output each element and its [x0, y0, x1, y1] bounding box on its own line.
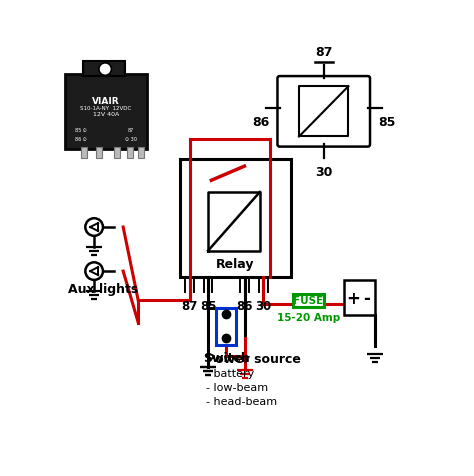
FancyBboxPatch shape: [83, 62, 125, 77]
Text: ⊙ 30: ⊙ 30: [125, 137, 137, 142]
Bar: [344, 281, 375, 316]
Text: 86: 86: [252, 116, 269, 129]
Text: Power source: Power source: [206, 352, 301, 365]
Text: - battery: - battery: [206, 368, 255, 378]
Text: Aux lights: Aux lights: [68, 283, 139, 296]
Text: 87: 87: [315, 46, 332, 60]
Text: - low-beam: - low-beam: [206, 383, 268, 393]
Bar: [138, 147, 144, 159]
Text: 30: 30: [315, 165, 332, 178]
Text: +: +: [346, 289, 360, 307]
Text: S10-1A-NY  12VDC: S10-1A-NY 12VDC: [80, 106, 131, 111]
Text: - head-beam: - head-beam: [206, 397, 277, 407]
Bar: [216, 308, 237, 345]
Text: 85: 85: [378, 116, 396, 129]
Text: 87: 87: [128, 128, 134, 133]
Text: 85: 85: [200, 299, 216, 312]
Bar: [127, 147, 133, 159]
Bar: [96, 147, 102, 159]
Text: Relay: Relay: [216, 258, 255, 271]
Text: 30: 30: [255, 299, 271, 312]
Text: 86: 86: [237, 299, 253, 312]
Text: Switch: Switch: [203, 351, 250, 365]
Bar: [82, 147, 87, 159]
FancyBboxPatch shape: [277, 77, 370, 147]
Text: 87: 87: [182, 299, 198, 312]
Text: 86 ⊙: 86 ⊙: [74, 137, 86, 142]
Text: 85 ⊙: 85 ⊙: [74, 128, 86, 133]
Text: -: -: [363, 289, 370, 307]
Text: 12V 40A: 12V 40A: [93, 112, 119, 117]
Bar: [181, 160, 291, 277]
Circle shape: [99, 64, 111, 76]
Text: VIAIR: VIAIR: [92, 97, 120, 106]
Bar: [114, 147, 120, 159]
Text: FUSE: FUSE: [293, 295, 323, 305]
Bar: [292, 294, 324, 308]
FancyBboxPatch shape: [65, 74, 146, 150]
Text: 15-20 Amp: 15-20 Amp: [276, 312, 340, 322]
